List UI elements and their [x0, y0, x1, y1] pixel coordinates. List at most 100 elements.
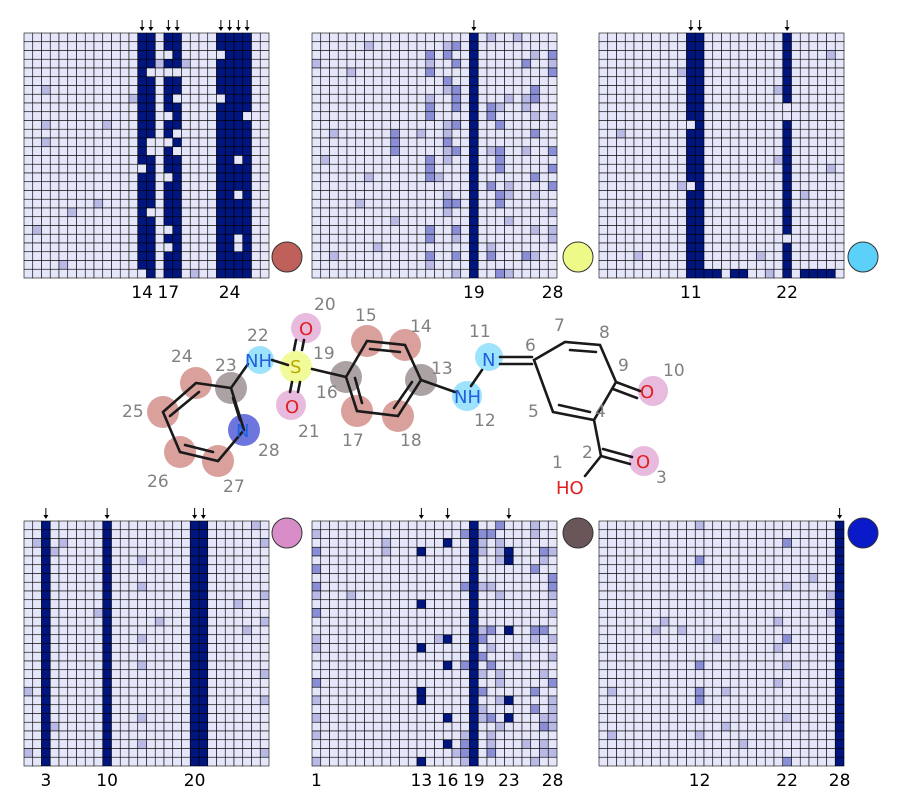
heatmap-cell — [93, 546, 104, 557]
heatmap-cell — [477, 242, 488, 253]
heatmap-cell — [84, 233, 95, 244]
heatmap-cell — [668, 50, 679, 60]
panel-tick-label: 10 — [96, 771, 118, 791]
heatmap-cell — [756, 686, 766, 697]
heatmap-cell — [381, 616, 392, 627]
heatmap-cell — [364, 32, 374, 43]
heatmap-cell — [207, 181, 217, 191]
heatmap-cell — [747, 172, 757, 183]
heatmap-cell — [251, 739, 261, 749]
heatmap-cell — [834, 739, 845, 749]
heatmap-cell — [469, 32, 479, 43]
heatmap-cell — [189, 181, 200, 191]
heatmap-cell — [198, 713, 209, 723]
heatmap-cell — [694, 669, 705, 679]
heatmap-cell — [659, 564, 670, 574]
heatmap-cell — [67, 590, 77, 601]
heatmap-cell — [137, 233, 147, 244]
heatmap-cell — [826, 669, 836, 679]
heatmap-cell — [747, 76, 757, 86]
heatmap-cell — [712, 704, 722, 714]
heatmap-cell — [216, 616, 226, 627]
heatmap-cell — [504, 120, 514, 130]
heatmap-cell — [799, 268, 810, 279]
heatmap-cell — [119, 242, 130, 253]
heatmap-cell — [399, 529, 409, 539]
heatmap-cell — [329, 608, 339, 618]
heatmap-cell — [434, 651, 444, 662]
heatmap-cell — [416, 739, 427, 749]
heatmap-cell — [146, 251, 156, 261]
heatmap-cell — [442, 41, 453, 51]
heatmap-cell — [642, 268, 652, 279]
heatmap-cell — [477, 713, 488, 723]
heatmap-cell — [399, 216, 409, 226]
heatmap-cell — [189, 146, 200, 156]
heatmap-cell — [346, 181, 357, 191]
heatmap-cell — [451, 85, 462, 95]
heatmap-cell — [747, 564, 757, 574]
heatmap-cell — [259, 616, 270, 627]
heatmap-cell — [668, 268, 679, 279]
heatmap-cell — [224, 233, 235, 244]
heatmap-cell — [633, 67, 644, 78]
heatmap-cell — [399, 120, 409, 130]
heatmap-cell — [808, 520, 819, 531]
heatmap-cell — [668, 198, 679, 209]
heatmap-cell — [651, 634, 661, 644]
heatmap-cell — [764, 739, 775, 749]
heatmap-cell — [521, 251, 532, 261]
heatmap-cell — [181, 643, 191, 653]
heatmap-cell — [826, 704, 836, 714]
heatmap-cell — [504, 137, 514, 148]
heatmap-cell — [119, 172, 130, 183]
heatmap-cell — [624, 198, 635, 209]
heatmap-panel-3: 11 22 — [598, 20, 879, 303]
heatmap-panel-1: 14 17 24 — [23, 20, 303, 303]
heatmap-cell — [163, 555, 174, 566]
heatmap-cell — [32, 608, 42, 618]
heatmap-cell — [826, 216, 836, 226]
heatmap-cell — [442, 216, 453, 226]
heatmap-cell — [242, 730, 252, 741]
heatmap-cell — [119, 748, 130, 758]
heatmap-cell — [181, 721, 191, 732]
heatmap-cell — [224, 721, 235, 732]
heatmap-cell — [495, 85, 505, 95]
heatmap-cell — [242, 242, 252, 253]
heatmap-cell — [539, 748, 549, 758]
heatmap-cell — [703, 233, 714, 244]
heatmap-cell — [834, 704, 845, 714]
heatmap-cell — [58, 564, 69, 574]
heatmap-cell — [224, 260, 235, 270]
heatmap-cell — [407, 32, 418, 43]
heatmap-cell — [633, 730, 644, 741]
heatmap-cell — [207, 608, 217, 618]
heatmap-cell — [346, 190, 357, 200]
heatmap-cell — [84, 608, 95, 618]
heatmap-cell — [390, 616, 400, 627]
heatmap-cell — [703, 590, 714, 601]
heatmap-cell — [381, 128, 392, 139]
heatmap-cell — [434, 573, 444, 583]
heatmap-cell — [355, 102, 365, 113]
heatmap-cell — [486, 198, 497, 209]
heatmap-cell — [598, 739, 609, 749]
heatmap-cell — [320, 233, 330, 244]
heatmap-cell — [355, 85, 365, 95]
heatmap-cell — [41, 520, 51, 531]
heatmap-cell — [172, 41, 182, 51]
heatmap-cell — [738, 564, 749, 574]
heatmap-cell — [67, 581, 77, 592]
heatmap-cell — [102, 251, 112, 261]
heatmap-cell — [477, 181, 488, 191]
heatmap-cell — [773, 181, 784, 191]
heatmap-cell — [712, 739, 722, 749]
heatmap-cell — [547, 573, 558, 583]
heatmap-cell — [486, 625, 497, 636]
heatmap-cell — [686, 660, 696, 671]
heatmap-cell — [808, 225, 819, 235]
heatmap-cell — [495, 120, 505, 130]
heatmap-cell — [111, 608, 121, 618]
heatmap-cell — [172, 32, 182, 43]
